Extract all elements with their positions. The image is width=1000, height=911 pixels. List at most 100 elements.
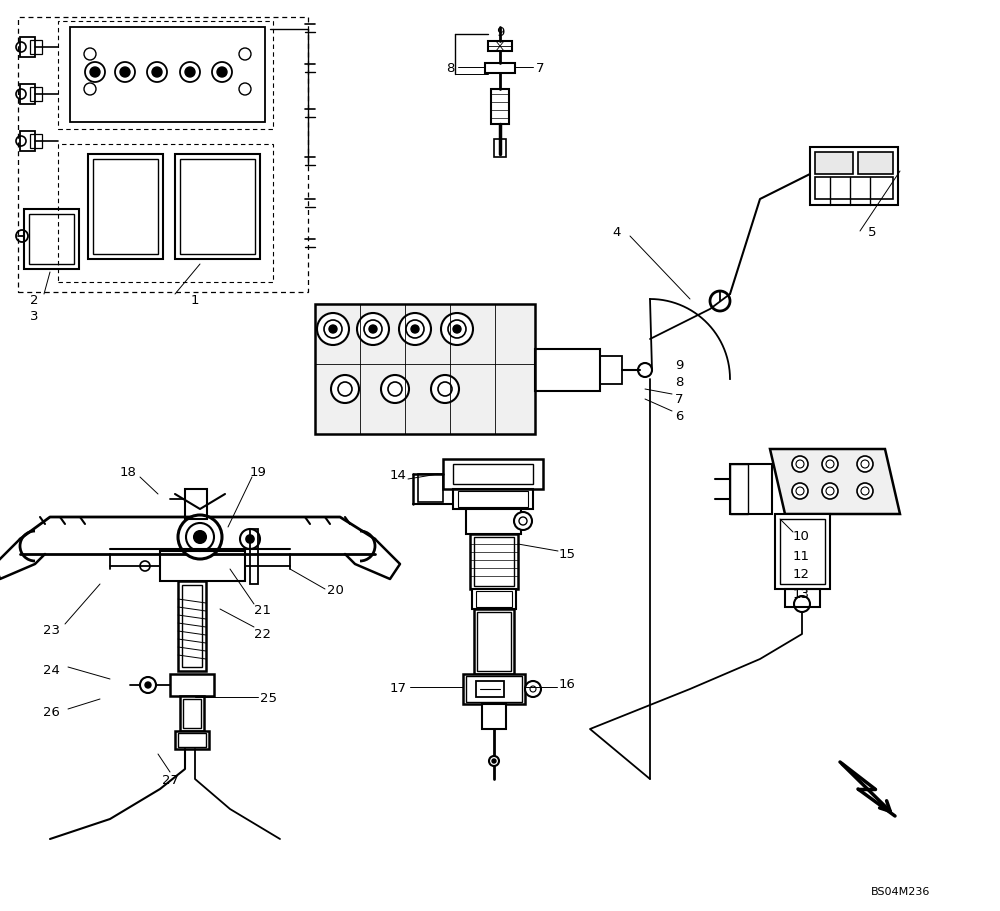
Bar: [488, 42, 512, 52]
Bar: [810, 148, 898, 206]
Bar: [178, 581, 206, 671]
Bar: [160, 551, 245, 581]
Bar: [20, 85, 35, 105]
Circle shape: [861, 460, 869, 468]
Circle shape: [246, 536, 254, 543]
Bar: [474, 609, 514, 674]
Bar: [482, 704, 506, 729]
Bar: [730, 465, 748, 515]
Polygon shape: [770, 449, 900, 515]
Circle shape: [399, 313, 431, 345]
Bar: [780, 519, 825, 584]
Circle shape: [194, 531, 206, 543]
Text: 9: 9: [496, 26, 504, 38]
Circle shape: [861, 487, 869, 496]
Circle shape: [240, 529, 260, 549]
Bar: [477, 612, 511, 671]
Bar: [93, 159, 158, 255]
Bar: [180, 696, 204, 732]
Text: 19: 19: [250, 465, 266, 478]
Circle shape: [441, 313, 473, 345]
Circle shape: [411, 325, 419, 333]
Circle shape: [364, 321, 382, 339]
Text: 13: 13: [793, 587, 810, 599]
Bar: [185, 489, 207, 519]
Text: 21: 21: [254, 603, 271, 616]
Text: 2: 2: [30, 293, 38, 306]
Circle shape: [185, 68, 195, 78]
Text: 7: 7: [536, 61, 544, 75]
Bar: [180, 159, 255, 255]
Bar: [18, 18, 308, 292]
Text: 8: 8: [446, 61, 454, 75]
Circle shape: [406, 321, 424, 339]
Bar: [485, 64, 515, 74]
Text: 23: 23: [43, 623, 60, 636]
Circle shape: [857, 456, 873, 473]
Circle shape: [147, 63, 167, 83]
Bar: [418, 475, 443, 503]
Circle shape: [381, 375, 409, 404]
Circle shape: [525, 681, 541, 697]
Text: 16: 16: [559, 678, 575, 691]
Circle shape: [115, 63, 135, 83]
Bar: [24, 210, 79, 270]
Text: 12: 12: [793, 568, 810, 581]
Text: 25: 25: [260, 691, 277, 703]
Text: 27: 27: [162, 773, 179, 785]
Bar: [250, 529, 258, 584]
Text: 14: 14: [390, 468, 406, 481]
Circle shape: [178, 516, 222, 559]
Bar: [178, 733, 206, 747]
Bar: [29, 215, 74, 265]
Circle shape: [388, 383, 402, 396]
Circle shape: [826, 487, 834, 496]
Bar: [170, 674, 214, 696]
Text: 8: 8: [675, 375, 683, 388]
Bar: [30, 135, 42, 148]
Circle shape: [792, 456, 808, 473]
Circle shape: [489, 756, 499, 766]
Bar: [175, 155, 260, 260]
Circle shape: [331, 375, 359, 404]
Circle shape: [212, 63, 232, 83]
Bar: [494, 140, 506, 158]
Circle shape: [438, 383, 452, 396]
Text: 4: 4: [613, 225, 621, 239]
Bar: [474, 537, 514, 587]
Bar: [463, 674, 525, 704]
Text: 1: 1: [191, 293, 199, 306]
Polygon shape: [315, 304, 535, 435]
Circle shape: [180, 63, 200, 83]
Circle shape: [826, 460, 834, 468]
Bar: [453, 465, 533, 485]
Text: 10: 10: [793, 530, 810, 543]
Circle shape: [338, 383, 352, 396]
Circle shape: [317, 313, 349, 345]
Circle shape: [140, 677, 156, 693]
Text: 17: 17: [390, 681, 406, 694]
Circle shape: [329, 325, 337, 333]
Circle shape: [357, 313, 389, 345]
Bar: [20, 132, 35, 152]
Circle shape: [453, 325, 461, 333]
Text: 9: 9: [675, 358, 683, 371]
Text: 15: 15: [558, 548, 576, 561]
Circle shape: [492, 759, 496, 763]
Circle shape: [822, 456, 838, 473]
Bar: [470, 535, 518, 589]
Circle shape: [145, 682, 151, 688]
Bar: [58, 22, 273, 130]
Text: BS04M236: BS04M236: [871, 886, 930, 896]
Bar: [775, 515, 830, 589]
Text: 6: 6: [675, 409, 683, 422]
Bar: [20, 38, 35, 58]
Circle shape: [120, 68, 130, 78]
Bar: [70, 28, 265, 123]
Bar: [466, 676, 522, 702]
Text: 18: 18: [120, 465, 136, 478]
Text: 24: 24: [43, 663, 60, 676]
Bar: [815, 153, 853, 175]
Bar: [600, 356, 622, 384]
Bar: [535, 350, 600, 392]
